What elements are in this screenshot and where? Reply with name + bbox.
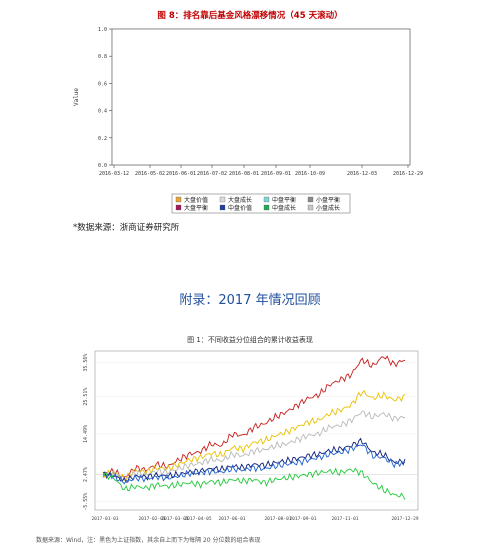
figure8-xtick-label: 2016-09-01: [261, 171, 291, 177]
figure1-xtick-label: 2017-01-03: [91, 516, 118, 522]
figure8-legend-box: [171, 193, 351, 214]
figure1-ytick-label: 25.51%: [83, 388, 89, 406]
figure8-legend-swatch: [307, 204, 314, 211]
figure8-legend-label: 大盘平衡: [184, 204, 208, 212]
source-note: *数据来源：浙商证券研究所: [73, 223, 180, 233]
figure8-xtick-label: 2016-03-12: [99, 171, 129, 177]
figure8-legend-swatch: [175, 196, 182, 203]
figure1-xtick-label: 2017-11-01: [331, 516, 358, 522]
figure8-xtick-label: 2016-12-29: [393, 171, 423, 177]
figure8-legend-swatch: [263, 204, 270, 211]
figure8-legend-swatch: [219, 196, 226, 203]
figure1-series-line: [102, 410, 406, 482]
figure1-ytick-label: 35.56%: [83, 354, 89, 372]
figure8-ylabel: Value: [73, 88, 80, 106]
figure8-ytick-label: 0.2: [98, 136, 107, 142]
figure1-xtick-label: 2017-08-01: [264, 516, 291, 522]
figure8-legend-label: 小盘平衡: [316, 196, 340, 204]
figure1-axes: 35.56% 25.51% 14.49% 2.47% -5.55%2017-01-03 2…: [83, 350, 419, 522]
figure8-ytick-label: 1.0: [98, 27, 107, 33]
figure1-xtick-label: 2017-12-29: [391, 516, 418, 522]
figure8-legend-swatch: [307, 196, 314, 203]
figure1-series-line: [102, 389, 406, 481]
figure8-title: 图 8：排名靠后基金风格漂移情况（45 天滚动）: [157, 11, 343, 21]
figure8-ytick-label: 0.0: [98, 163, 107, 169]
figure8-xtick-label: 2016-07-02: [197, 171, 227, 177]
figure8-legend-swatch: [219, 204, 226, 211]
figure1-series-line: [102, 467, 406, 501]
figure8-ytick-label: 0.6: [98, 81, 107, 87]
figure8-xtick-label: 2016-08-01: [229, 171, 259, 177]
footnote: 数据来源：Wind，注：黑色为上证指数，其余自上而下为每隔 20 分位数的组合表…: [36, 537, 261, 544]
figure8-xtick-label: 2016-12-03: [347, 171, 377, 177]
figure8-legend-swatch: [263, 196, 270, 203]
figure1-chart: 35.56% 25.51% 14.49% 2.47% -5.55%2017-01-03 2…: [83, 350, 419, 522]
figure8-xtick-label: 2016-06-01: [166, 171, 196, 177]
figure1-xtick-label: 2017-09-01: [289, 516, 316, 522]
figure8-frame: [111, 28, 411, 166]
figure8-chart: 0.0 0.2 0.4 0.6 0.8 1.0 Value 2016-03-12 2016-05…: [73, 27, 423, 214]
figure1-xtick-label: 2017-06-01: [218, 516, 245, 522]
figure8-ytick-label: 0.4: [98, 109, 107, 115]
figure8-legend-label: 中盘成长: [272, 204, 296, 212]
figure1-ytick-label: 2.47%: [83, 467, 89, 482]
figure1-series-line: [102, 355, 406, 479]
figure1-title: 图 1：不同收益分位组合的累计收益表现: [187, 336, 313, 344]
figure8-legend-label: 大盘价值: [184, 196, 208, 204]
figure1-xtick-label: 2017-03-01: [161, 516, 188, 522]
figure8-xtick-label: 2016-10-09: [295, 171, 325, 177]
figure8-legend-label: 小盘成长: [316, 204, 340, 212]
figure8-legend-label: 中盘平衡: [272, 196, 296, 204]
figure1-xtick-label: 2017-04-05: [184, 516, 211, 522]
figure1-frame: [94, 350, 419, 511]
figure1-ytick-label: -5.55%: [83, 493, 89, 511]
figure8-legend-label: 大盘成长: [228, 196, 252, 204]
figure8-xtick-label: 2016-05-02: [135, 171, 165, 177]
figure8-legend-label: 中盘价值: [228, 204, 252, 212]
figure1-ytick-label: 14.49%: [83, 425, 89, 443]
figure8-ytick-label: 0.8: [98, 54, 107, 60]
figure1-lines: [102, 355, 406, 501]
figure8-legend-swatch: [175, 204, 182, 211]
figure1-series-line: [102, 444, 406, 485]
figure1-xtick-label: 2017-02-01: [138, 516, 165, 522]
figure8-axes: 0.0 0.2 0.4 0.6 0.8 1.0 Value 2016-03-12 2016-05…: [73, 27, 423, 177]
appendix-heading: 附录：2017 年情况回顾: [179, 293, 321, 308]
